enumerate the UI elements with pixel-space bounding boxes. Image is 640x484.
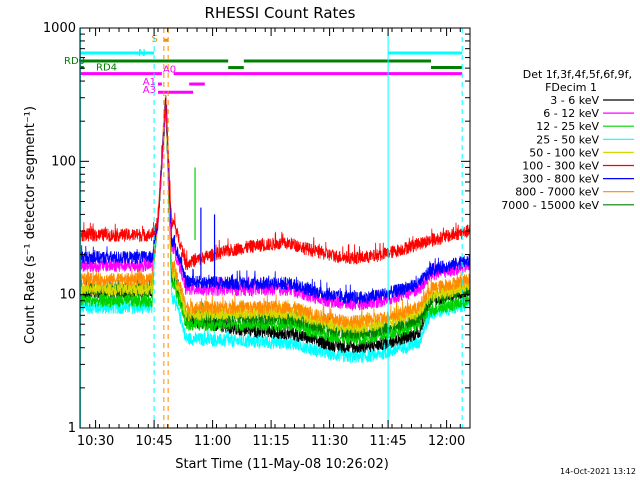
marker-label-rd4: RD4: [96, 63, 117, 74]
y-tick-label: 1: [68, 421, 76, 436]
x-tick-label: 10:30: [77, 434, 114, 449]
legend-label-5: 100 - 300 keV: [522, 160, 599, 173]
series-group: [79, 94, 471, 363]
timestamp: 14-Oct-2021 13:12: [560, 467, 636, 476]
series-line-800-7000-kev: [79, 94, 471, 329]
chart-title: RHESSI Count Rates: [205, 4, 356, 22]
y-axis-label: Count Rate (s⁻¹ detector segment⁻¹): [23, 106, 38, 344]
y-tick-label: 100: [51, 154, 76, 169]
legend-label-2: 12 - 25 keV: [536, 120, 599, 133]
x-tick-label: 11:15: [252, 434, 289, 449]
legend-label-8: 7000 - 15000 keV: [501, 199, 599, 212]
marker-label-n: N: [138, 48, 145, 59]
y-tick-label: 1000: [43, 21, 76, 36]
legend-label-1: 6 - 12 keV: [543, 107, 599, 120]
series-line-300-800-kev: [79, 97, 471, 305]
x-tick-label: 11:30: [311, 434, 348, 449]
marker-label-a3: A3: [143, 85, 156, 96]
x-axis-label: Start Time (11-May-08 10:26:02): [175, 457, 389, 472]
legend-label-4: 50 - 100 keV: [529, 146, 599, 159]
legend-label-3: 25 - 50 keV: [536, 133, 599, 146]
marker-label-s: S: [151, 34, 157, 45]
marker-label-rd0: RD0: [64, 56, 85, 67]
x-tick-label: 11:00: [194, 434, 231, 449]
series-line-7000-15000-kev: [79, 95, 471, 339]
legend-label-7: 800 - 7000 keV: [515, 186, 599, 199]
marker-label-a1: A1: [143, 77, 156, 88]
x-tick-label: 10:45: [135, 434, 172, 449]
legend-header-line-2: FDecim 1: [545, 81, 597, 94]
marker-label-a0: A0: [163, 65, 176, 76]
axes-group: 10:30 10:45 11:00 11:15 11:30 11:45 12:00 1 10 10…: [43, 21, 471, 449]
marker-label-n: N: [138, 48, 145, 59]
legend-label-0: 3 - 6 keV: [550, 94, 599, 107]
legend-label-6: 300 - 800 keV: [522, 173, 599, 186]
legend-header-line-1: Det 1f,3f,4f,5f,6f,9f,: [523, 68, 632, 81]
y-tick-label: 10: [59, 288, 76, 303]
series-line-100-300-kev: [79, 97, 471, 271]
x-tick-label: 11:45: [369, 434, 406, 449]
x-tick-label: 12:00: [428, 434, 465, 449]
